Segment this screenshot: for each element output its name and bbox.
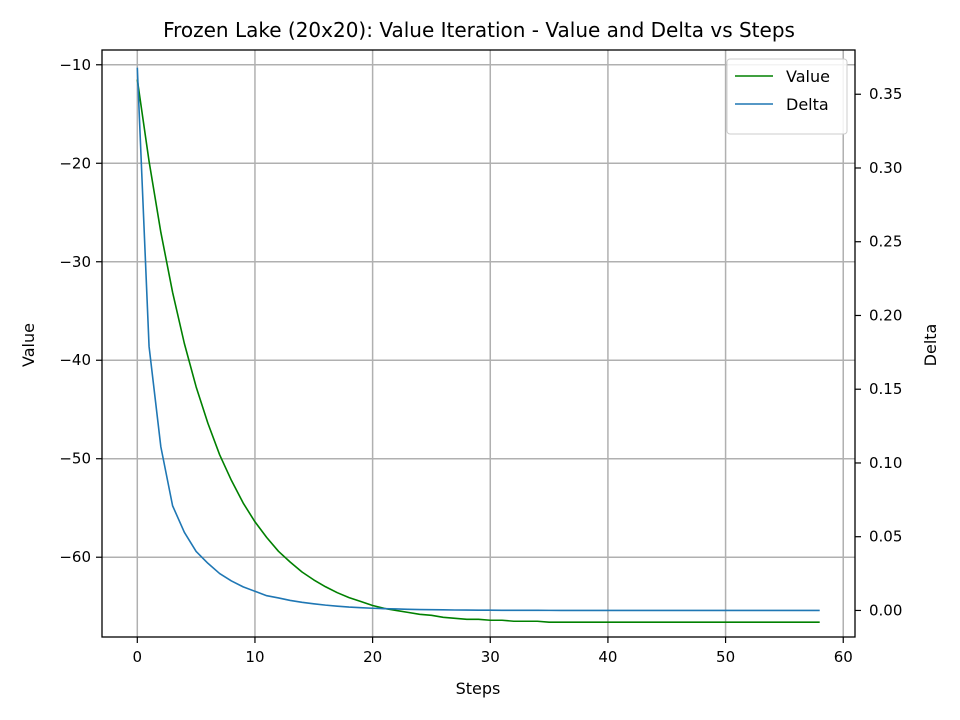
y-right-tick-label: 0.30 [869, 159, 902, 177]
series-line-value [136, 79, 820, 624]
y-right-tick-label: 0.05 [869, 528, 902, 546]
y-axis-label-left: Value [19, 323, 38, 367]
series-line-delta [136, 67, 820, 612]
x-tick-label: 60 [834, 648, 853, 666]
x-tick-label: 30 [481, 648, 500, 666]
x-tick-label: 40 [598, 648, 617, 666]
y-right-tick-label: 0.35 [869, 85, 902, 103]
legend-label-delta: Delta [786, 95, 829, 114]
y-left-tick-label: −40 [59, 351, 91, 369]
y-left-tick-label: −50 [59, 450, 91, 468]
y-right-tick-label: 0.15 [869, 380, 902, 398]
x-tick-label: 20 [363, 648, 382, 666]
y-left-tick-label: −20 [59, 154, 91, 172]
chart-title: Frozen Lake (20x20): Value Iteration - V… [163, 18, 795, 42]
legend: Value Delta [726, 58, 848, 135]
x-tick-label: 10 [245, 648, 264, 666]
y-axis-label-right: Delta [921, 324, 940, 367]
grid [102, 50, 855, 637]
plot-frame [101, 49, 856, 638]
y-left-tick-label: −10 [59, 56, 91, 74]
y-right-tick-label: 0.25 [869, 233, 902, 251]
x-tick-label: 0 [133, 648, 143, 666]
axes: 0 10 20 30 40 50 60 −10 −20 −30 −40 −50 −60 0.00 0.05 0… [59, 49, 902, 666]
y-right-tick-label: 0.10 [869, 454, 902, 472]
y-left-tick-label: −30 [59, 253, 91, 271]
x-tick-label: 50 [716, 648, 735, 666]
y-left-tick-label: −60 [59, 548, 91, 566]
x-axis-label: Steps [456, 679, 501, 698]
y-right-tick-label: 0.00 [869, 601, 902, 619]
legend-label-value: Value [786, 67, 830, 86]
legend-box [726, 58, 848, 135]
series-layer [136, 67, 820, 624]
y-right-tick-label: 0.20 [869, 306, 902, 324]
